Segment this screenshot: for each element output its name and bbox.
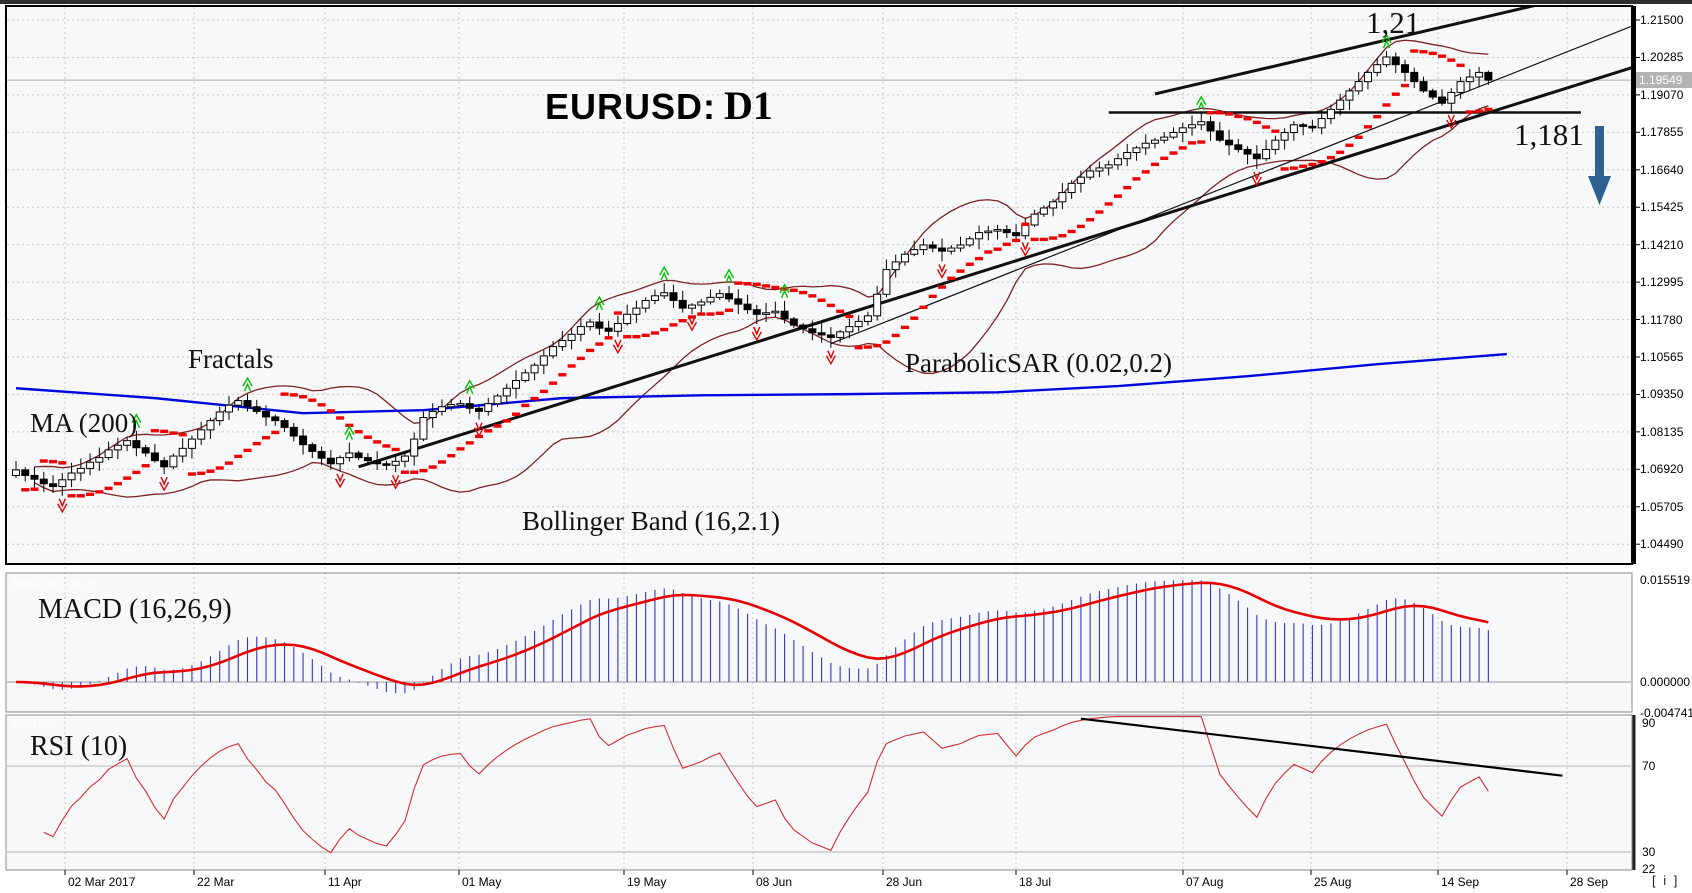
bollinger-upper-band — [34, 39, 1489, 469]
fractal-up-icon — [779, 283, 790, 299]
macd-panel — [7, 580, 1631, 694]
fractal-arrows — [57, 33, 1457, 514]
level-1-181-label: 1,181 — [1514, 117, 1584, 152]
fractal-down-icon — [390, 474, 401, 490]
fractal-down-icon — [751, 326, 762, 342]
fractal-down-icon — [1020, 242, 1031, 257]
parabolicsar-label: ParabolicSAR (0.02,0.2) — [905, 348, 1172, 378]
fractal-up-icon — [464, 379, 475, 394]
fractal-down-icon — [686, 316, 698, 332]
fractal-down-icon — [57, 498, 68, 514]
chart-title: EURUSD: D1 — [545, 82, 773, 129]
price-panel — [7, 7, 1631, 514]
fractal-up-icon — [344, 425, 355, 440]
rsi-label: RSI (10) — [30, 731, 128, 762]
fractal-down-icon — [825, 350, 836, 366]
panel-borders — [5, 5, 1640, 875]
rsi-line — [43, 716, 1489, 854]
parabolic-sar-dots — [21, 49, 1493, 498]
fractal-down-icon — [159, 476, 170, 492]
level-1-21-label: 1,21 — [1366, 5, 1421, 40]
info-corner-icon[interactable]: [ i ] — [1652, 873, 1680, 888]
ma-label: MA (200) — [30, 408, 138, 438]
ma200-line — [15, 352, 1507, 415]
fractal-up-icon — [131, 413, 142, 428]
fractal-down-icon — [612, 339, 624, 355]
macd-label: MACD (16,26,9) — [38, 594, 232, 625]
fractal-down-icon — [936, 264, 948, 279]
current-price-tag: 1.19549 — [1636, 72, 1692, 88]
fractal-up-icon — [723, 268, 735, 284]
fractal-down-icon — [1251, 171, 1262, 187]
fractal-down-icon — [1446, 114, 1457, 130]
trendline-1 — [358, 66, 1631, 469]
fractal-up-icon — [1381, 33, 1392, 49]
macd-signal-line — [15, 581, 1489, 688]
fractal-up-icon — [594, 295, 605, 311]
fractal-down-icon — [334, 473, 346, 489]
candles — [12, 51, 1493, 496]
window-top-edge — [0, 0, 1692, 4]
fractal-down-icon — [473, 422, 485, 438]
trendline-3 — [830, 25, 1631, 345]
fractals-label: Fractals — [188, 344, 274, 374]
rsi-trendline — [1080, 717, 1563, 777]
bollinger-lower-band — [34, 105, 1489, 498]
rsi-panel — [7, 716, 1631, 854]
symbol-name: EURUSD: — [545, 86, 717, 127]
macd-watermark: MACD (12, 26, 9) — [12, 578, 98, 590]
fractal-up-icon — [659, 265, 670, 281]
fractal-up-icon — [242, 376, 253, 392]
trendline-2 — [1154, 7, 1535, 96]
fractal-up-icon — [1196, 95, 1207, 111]
down-arrow-icon — [1588, 126, 1611, 205]
macd-histogram — [24, 580, 1489, 694]
timeframe: D1 — [724, 83, 773, 128]
bollinger-label: Bollinger Band (16,2.1) — [522, 506, 780, 536]
rsi-watermark: RSI (10) — [12, 719, 53, 731]
gridlines — [7, 7, 1632, 869]
